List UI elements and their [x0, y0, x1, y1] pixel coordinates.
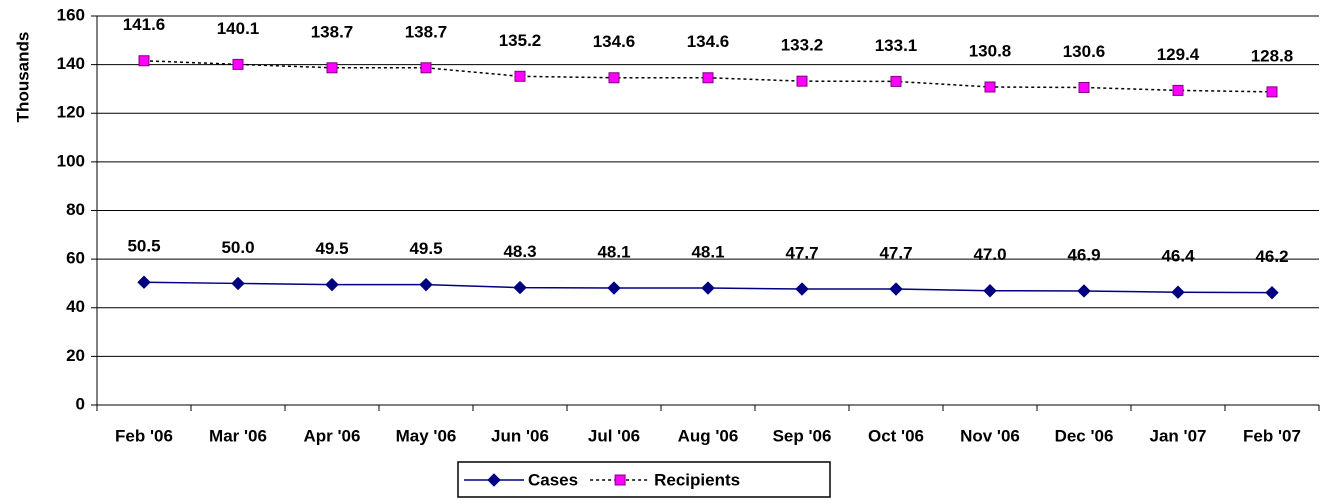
- x-tick-label: Dec '06: [1055, 426, 1114, 445]
- y-tick-label: 60: [66, 249, 85, 268]
- x-tick-label: Jun '06: [491, 426, 549, 445]
- data-point: [607, 281, 621, 295]
- data-label: 50.0: [221, 238, 254, 257]
- x-tick-label: Nov '06: [960, 426, 1020, 445]
- y-tick-label: 140: [57, 54, 85, 73]
- data-label: 133.2: [781, 36, 824, 55]
- data-label: 46.9: [1067, 245, 1100, 264]
- data-label: 141.6: [123, 15, 166, 34]
- x-tick-label: Aug '06: [678, 426, 739, 445]
- data-label: 134.6: [687, 32, 730, 51]
- data-point: [702, 72, 714, 84]
- data-point: [513, 280, 527, 295]
- data-label: 46.2: [1255, 247, 1288, 266]
- x-tick-label: Mar '06: [209, 426, 267, 445]
- legend-label: Recipients: [654, 470, 740, 489]
- data-label: 48.3: [503, 242, 536, 261]
- data-label: 47.7: [879, 244, 912, 263]
- legend-label: Cases: [528, 470, 578, 489]
- data-label: 49.5: [409, 239, 442, 258]
- data-point: [1266, 86, 1278, 98]
- data-label: 130.6: [1063, 42, 1106, 61]
- data-point: [1077, 284, 1091, 298]
- data-label: 48.1: [597, 243, 630, 262]
- data-point: [1078, 81, 1090, 93]
- data-point: [795, 282, 809, 296]
- x-tick-label: Feb '07: [1243, 426, 1301, 445]
- data-label: 138.7: [405, 22, 448, 41]
- data-point: [701, 281, 715, 295]
- data-label: 140.1: [217, 19, 260, 38]
- data-point: [1265, 285, 1279, 300]
- data-label: 48.1: [691, 243, 724, 262]
- data-point: [232, 58, 244, 70]
- data-point: [325, 277, 339, 292]
- data-point: [983, 284, 997, 298]
- x-tick-label: Apr '06: [304, 426, 361, 445]
- legend-marker: [614, 474, 626, 486]
- data-point: [984, 81, 996, 93]
- y-tick-label: 120: [57, 103, 85, 122]
- data-label: 133.1: [875, 36, 918, 55]
- data-point: [326, 62, 338, 74]
- data-point: [137, 275, 151, 289]
- data-label: 138.7: [311, 22, 354, 41]
- x-tick-label: May '06: [396, 426, 457, 445]
- data-point: [419, 277, 433, 292]
- data-label: 47.7: [785, 244, 818, 263]
- data-label: 47.0: [973, 245, 1006, 264]
- data-label: 128.8: [1251, 46, 1294, 65]
- y-tick-label: 160: [57, 5, 85, 24]
- y-axis-title: Thousands: [13, 32, 32, 123]
- data-label: 129.4: [1157, 45, 1200, 64]
- y-tick-label: 80: [66, 200, 85, 219]
- x-tick-label: Feb '06: [115, 426, 173, 445]
- data-point: [231, 276, 245, 291]
- x-tick-label: Jul '06: [588, 426, 640, 445]
- data-point: [1171, 285, 1185, 299]
- y-tick-label: 40: [66, 297, 85, 316]
- data-point: [796, 75, 808, 87]
- data-point: [890, 75, 902, 87]
- data-point: [889, 282, 903, 296]
- data-label: 46.4: [1161, 247, 1195, 266]
- data-label: 130.8: [969, 41, 1012, 60]
- x-tick-label: Sep '06: [773, 426, 832, 445]
- x-tick-label: Oct '06: [868, 426, 924, 445]
- data-point: [138, 55, 150, 67]
- data-point: [1172, 84, 1184, 96]
- data-point: [608, 72, 620, 84]
- y-tick-label: 0: [76, 394, 85, 413]
- data-point: [514, 70, 526, 82]
- y-tick-label: 20: [66, 346, 85, 365]
- legend-marker: [487, 473, 501, 487]
- y-tick-label: 100: [57, 151, 85, 170]
- data-label: 134.6: [593, 32, 636, 51]
- data-label: 49.5: [315, 239, 348, 258]
- data-label: 50.5: [127, 237, 160, 256]
- data-point: [420, 62, 432, 74]
- x-tick-label: Jan '07: [1150, 426, 1207, 445]
- data-label: 135.2: [499, 31, 542, 50]
